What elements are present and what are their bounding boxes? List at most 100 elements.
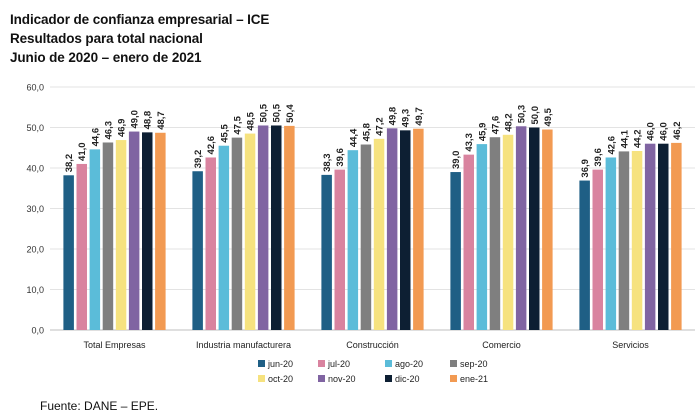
bar xyxy=(618,151,630,330)
chart-title-block: Indicador de confianza empresarial – ICE… xyxy=(10,10,269,67)
data-label: 42,6 xyxy=(606,136,617,155)
bar xyxy=(671,142,682,330)
chart-period: Junio de 2020 – enero de 2021 xyxy=(10,50,202,65)
bar xyxy=(115,140,127,330)
legend-label: dic-20 xyxy=(395,374,420,384)
data-label: 47,5 xyxy=(232,115,243,134)
bar xyxy=(89,149,101,330)
bar xyxy=(142,132,153,330)
data-label: 44,4 xyxy=(348,128,359,147)
bar xyxy=(592,169,603,330)
data-label: 39,6 xyxy=(335,148,346,167)
data-label: 47,6 xyxy=(490,116,501,135)
data-label: 50,0 xyxy=(530,106,541,125)
bar xyxy=(244,133,256,330)
data-label: 39,6 xyxy=(593,148,604,167)
data-label: 36,9 xyxy=(580,159,591,178)
y-tick-label: 0,0 xyxy=(31,326,44,336)
bar xyxy=(644,143,656,330)
legend-swatch xyxy=(450,375,457,382)
bar xyxy=(658,143,669,330)
bar xyxy=(413,128,424,330)
bar xyxy=(579,180,590,330)
legend-swatch xyxy=(450,360,457,367)
legend-swatch xyxy=(318,375,325,382)
data-label: 39,2 xyxy=(193,150,204,169)
bar xyxy=(631,150,643,330)
chart-subtitle: Resultados para total nacional xyxy=(10,31,203,46)
bar-chart: 0,010,020,030,040,050,060,038,241,044,6 4… xyxy=(26,83,695,384)
data-label: 46,2 xyxy=(672,121,683,140)
bar xyxy=(400,130,411,330)
bar xyxy=(205,157,216,330)
data-label: 45,5 xyxy=(219,124,230,143)
bar xyxy=(502,134,514,330)
bar xyxy=(128,131,140,330)
legend-swatch xyxy=(318,360,325,367)
data-label: 38,2 xyxy=(64,154,75,173)
data-label: 49,7 xyxy=(414,107,425,126)
legend-swatch xyxy=(258,360,265,367)
x-category-label: Comercio xyxy=(482,340,521,350)
data-label: 43,3 xyxy=(464,133,475,152)
bar xyxy=(605,157,617,330)
data-label: 50,5 xyxy=(259,103,270,122)
data-label: 49,0 xyxy=(130,110,141,129)
bar xyxy=(489,137,501,330)
bar xyxy=(63,175,74,330)
data-label: 42,6 xyxy=(206,136,217,155)
data-label: 48,8 xyxy=(143,111,154,130)
bar xyxy=(347,150,359,330)
data-label: 47,2 xyxy=(375,117,386,136)
bar xyxy=(476,144,488,330)
bar xyxy=(334,169,345,330)
bar xyxy=(373,138,385,330)
bar xyxy=(542,129,553,330)
data-label: 48,7 xyxy=(156,111,167,130)
legend-label: nov-20 xyxy=(328,374,356,384)
legend-label: jun-20 xyxy=(267,359,293,369)
data-label: 39,0 xyxy=(451,151,462,170)
bar xyxy=(192,171,203,330)
bar xyxy=(271,125,282,330)
bar xyxy=(386,128,398,330)
chart-title: Indicador de confianza empresarial – ICE xyxy=(10,12,270,27)
bar xyxy=(284,125,295,330)
bar xyxy=(231,137,243,330)
legend-label: jul-20 xyxy=(327,359,350,369)
source-note: Fuente: DANE – EPE. xyxy=(40,399,159,413)
bar xyxy=(155,132,166,330)
bar xyxy=(515,126,527,330)
x-category-label: Total Empresas xyxy=(83,340,146,350)
bar xyxy=(360,144,372,330)
y-tick-label: 30,0 xyxy=(26,204,44,214)
data-label: 46,9 xyxy=(117,119,128,138)
data-label: 48,5 xyxy=(246,111,257,130)
y-tick-label: 50,0 xyxy=(26,123,44,133)
legend-swatch xyxy=(258,375,265,382)
data-label: 48,2 xyxy=(504,113,515,132)
bar xyxy=(102,142,114,330)
legend-label: sep-20 xyxy=(460,359,488,369)
legend-label: ene-21 xyxy=(460,374,488,384)
legend-swatch xyxy=(385,375,392,382)
data-label: 44,1 xyxy=(619,129,630,148)
y-tick-label: 10,0 xyxy=(26,285,44,295)
data-label: 44,2 xyxy=(633,129,644,148)
bar xyxy=(463,154,474,330)
bar xyxy=(76,163,87,330)
legend-label: ago-20 xyxy=(395,359,423,369)
data-label: 50,5 xyxy=(272,103,283,122)
y-tick-label: 20,0 xyxy=(26,245,44,255)
data-label: 41,0 xyxy=(77,142,88,161)
data-label: 45,8 xyxy=(361,123,372,142)
legend-swatch xyxy=(385,360,392,367)
legend-label: oct-20 xyxy=(268,374,293,384)
bar xyxy=(450,172,461,330)
bar xyxy=(529,127,540,330)
y-tick-label: 60,0 xyxy=(26,83,44,93)
data-label: 50,3 xyxy=(517,105,528,124)
data-label: 46,0 xyxy=(646,122,657,141)
data-label: 38,3 xyxy=(322,153,333,172)
data-label: 49,8 xyxy=(388,107,399,126)
